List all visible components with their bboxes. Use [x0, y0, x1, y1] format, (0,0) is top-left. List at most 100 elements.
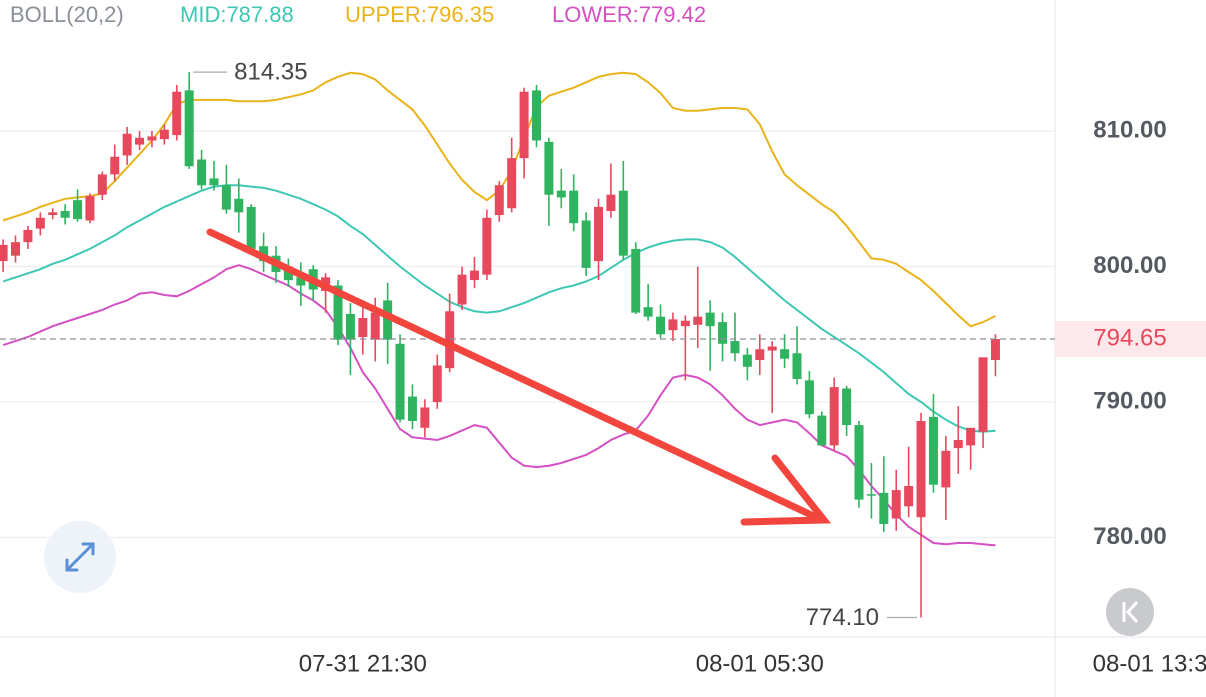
- candle-body: [122, 133, 132, 156]
- candle-body: [246, 206, 256, 249]
- candle-body: [643, 307, 653, 317]
- candle-body: [110, 156, 120, 175]
- y-tick-label: 800.00: [1093, 252, 1166, 279]
- candle-body: [383, 300, 393, 340]
- candle-body: [159, 129, 169, 140]
- candle-body: [85, 196, 95, 221]
- candle-body: [519, 91, 529, 159]
- candle-body: [866, 494, 876, 496]
- candle-body: [345, 313, 355, 340]
- x-tick-label: 08-01 05:30: [696, 650, 824, 677]
- candle-body: [172, 91, 182, 136]
- candle-body: [966, 427, 976, 446]
- candle-body: [544, 141, 554, 195]
- candle-body: [469, 270, 479, 281]
- low-marker-label: 774.10: [806, 604, 879, 631]
- candle-body: [221, 185, 231, 210]
- candle-body: [594, 206, 604, 262]
- expand-button[interactable]: [44, 521, 116, 593]
- collapse-button[interactable]: [1106, 588, 1154, 636]
- candle-body: [680, 320, 690, 327]
- candle-body: [730, 341, 740, 354]
- candle-body: [842, 388, 852, 426]
- candle-body: [618, 190, 628, 256]
- candle-body: [35, 217, 45, 229]
- candle-body: [891, 490, 901, 519]
- candle-body: [147, 136, 157, 141]
- candle-body: [407, 396, 417, 422]
- candle-body: [693, 316, 703, 325]
- candle-body: [990, 339, 1000, 361]
- candle-body: [581, 220, 591, 268]
- candle-body: [978, 357, 988, 432]
- candle-body: [941, 450, 951, 488]
- candle-body: [817, 415, 827, 446]
- candle-body: [656, 316, 666, 335]
- candle-body: [767, 346, 777, 351]
- candle-body: [23, 229, 33, 243]
- last-price-box: [1055, 321, 1206, 358]
- last-price-label: 794.65: [1093, 324, 1166, 351]
- candle-body: [457, 274, 467, 305]
- mid-label: MID:787.88: [180, 2, 294, 27]
- candle-body: [135, 137, 145, 145]
- candle-body: [631, 248, 641, 313]
- candle-body: [445, 311, 455, 369]
- candle-body: [48, 212, 58, 216]
- candle-body: [904, 486, 914, 507]
- trend-arrow: [206, 228, 832, 526]
- candle-body: [482, 217, 492, 275]
- candle-body: [11, 242, 21, 256]
- candle-body: [780, 349, 790, 359]
- candle-body: [755, 349, 765, 361]
- candle-body: [556, 190, 566, 198]
- candle-body: [668, 319, 678, 331]
- candle-body: [606, 194, 616, 211]
- candle-body: [879, 492, 889, 524]
- candle-body: [829, 387, 839, 446]
- candle-body: [420, 407, 430, 428]
- candle-body: [953, 439, 963, 449]
- high-marker-label: 814.35: [234, 58, 307, 85]
- candle-body: [73, 200, 83, 220]
- y-tick-label: 780.00: [1093, 523, 1166, 550]
- candle-body: [97, 174, 107, 195]
- candle-body: [234, 198, 244, 213]
- candle-body: [494, 185, 504, 216]
- candle-body: [197, 159, 207, 186]
- plot: 814.35 774.10: [0, 58, 1055, 631]
- upper-label: UPPER:796.35: [345, 2, 494, 27]
- band-line: [2, 264, 996, 547]
- candle-body: [209, 178, 219, 186]
- candle-body: [916, 421, 926, 518]
- candle-body: [705, 312, 715, 327]
- candle-body: [370, 312, 380, 340]
- candle-body: [531, 90, 541, 141]
- y-tick-label: 810.00: [1093, 116, 1166, 143]
- candle-body: [718, 322, 728, 344]
- x-tick-label: 08-01 13:30: [1093, 650, 1206, 677]
- candle-body: [333, 285, 343, 340]
- candle-body: [60, 210, 70, 218]
- candle-body: [0, 244, 8, 262]
- candle-body: [395, 343, 405, 420]
- candle-body: [358, 318, 368, 337]
- candle-body: [928, 416, 938, 485]
- candle-body: [792, 353, 802, 380]
- x-tick-label: 07-31 21:30: [299, 650, 427, 677]
- candle-body: [507, 158, 517, 209]
- candle-body: [283, 266, 293, 281]
- candle-body: [432, 365, 442, 403]
- candle-body: [184, 90, 194, 167]
- candle-body: [854, 425, 864, 500]
- lower-label: LOWER:779.42: [552, 2, 706, 27]
- indicator-name: BOLL(20,2): [10, 2, 124, 27]
- candle-body: [296, 277, 306, 286]
- candle-body: [569, 190, 579, 224]
- candle-body: [742, 354, 752, 367]
- band-line: [2, 184, 996, 433]
- y-tick-label: 790.00: [1093, 387, 1166, 414]
- candle-body: [804, 380, 814, 415]
